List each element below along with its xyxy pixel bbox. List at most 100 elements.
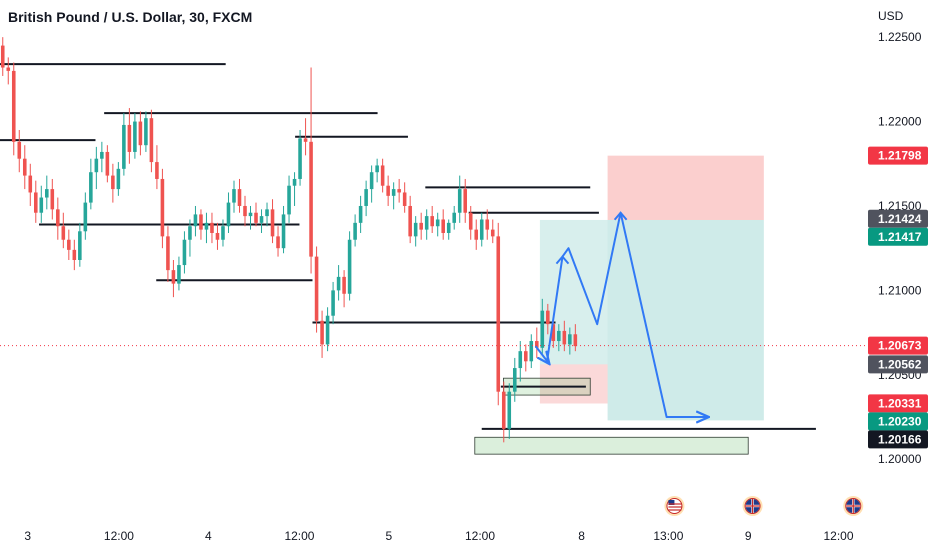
stop-zone[interactable] xyxy=(607,155,764,220)
time-tick-label: 13:00 xyxy=(653,529,683,543)
time-tick-label: 4 xyxy=(205,529,212,543)
candle xyxy=(375,158,379,183)
candle-body xyxy=(441,219,445,233)
candle xyxy=(133,113,137,159)
candle-body xyxy=(78,231,82,260)
events-layer[interactable] xyxy=(664,496,864,516)
candle-body xyxy=(94,158,99,173)
candle-body xyxy=(430,216,434,227)
candle xyxy=(39,185,44,223)
candle xyxy=(325,307,330,352)
candle xyxy=(331,281,335,325)
price-badge-red: 1.21798 xyxy=(868,146,928,165)
candle-body xyxy=(512,368,517,392)
candle-body xyxy=(83,202,88,232)
candle xyxy=(94,146,99,190)
candle-body xyxy=(281,214,286,249)
candle-body xyxy=(259,216,264,223)
candle-body xyxy=(11,70,16,142)
candle xyxy=(144,111,148,152)
candle-body xyxy=(33,192,38,213)
projection-arrow-short[interactable] xyxy=(534,345,549,363)
candle-body xyxy=(375,165,379,173)
price-badge-bg xyxy=(868,227,928,246)
candle-body xyxy=(535,341,539,348)
candle-body xyxy=(380,165,385,186)
candle xyxy=(314,246,319,333)
candle-body xyxy=(171,270,176,284)
candle-body xyxy=(50,189,55,210)
price-badge-bg xyxy=(868,430,928,449)
candle-body xyxy=(457,189,462,213)
candle-body xyxy=(501,391,506,429)
candle-body xyxy=(105,151,110,176)
candle-body xyxy=(452,212,457,223)
stop-small-zone[interactable] xyxy=(539,364,608,404)
candle xyxy=(413,216,418,247)
candle xyxy=(226,192,231,233)
candle-body xyxy=(243,205,247,217)
price-badge-green: 1.21417 xyxy=(868,227,928,246)
time-tick-label: 8 xyxy=(578,529,585,543)
candle-body xyxy=(270,209,275,237)
candle-body xyxy=(155,162,159,179)
candle-body xyxy=(485,219,490,230)
candle xyxy=(336,265,341,301)
time-axis[interactable]: 3 12:00 4 12:00 5 12:00 8 13:00 9 12:00 xyxy=(24,529,853,543)
price-badge-label: 1.21798 xyxy=(878,149,922,163)
projection-layer[interactable] xyxy=(534,211,708,417)
candle-body xyxy=(127,124,132,152)
candle-body xyxy=(507,391,512,429)
flag-canton xyxy=(668,500,675,505)
us-flag-icon[interactable] xyxy=(664,496,685,516)
candle-body xyxy=(199,214,203,230)
candle xyxy=(529,334,534,369)
candle xyxy=(347,231,352,301)
candle xyxy=(562,320,567,352)
candle xyxy=(149,109,154,173)
candle xyxy=(452,205,457,230)
price-badge-grey: 1.21424 xyxy=(868,209,928,228)
candle-body xyxy=(100,151,104,159)
candle-body xyxy=(287,185,291,215)
candle-body xyxy=(523,351,528,362)
candle xyxy=(402,182,407,213)
candle xyxy=(28,163,33,206)
target-zone[interactable] xyxy=(607,219,764,421)
candle xyxy=(557,324,561,352)
price-badge-bg xyxy=(868,412,928,431)
demand-large-zone[interactable] xyxy=(474,436,749,455)
price-tick-label: 1.21000 xyxy=(878,283,922,297)
candle-body xyxy=(144,118,148,146)
candle xyxy=(496,222,501,406)
gb-flag-icon[interactable] xyxy=(742,496,763,516)
candle-body xyxy=(292,178,297,186)
candle-body xyxy=(540,310,545,348)
candle-body xyxy=(446,222,451,233)
candle-body xyxy=(188,226,192,240)
candle-body xyxy=(529,341,534,362)
candle xyxy=(507,383,512,439)
candle xyxy=(320,310,324,358)
candle-body xyxy=(358,205,363,223)
candle-body xyxy=(210,222,214,233)
candle xyxy=(33,180,38,223)
candle-body xyxy=(568,334,572,345)
price-badge-grey: 1.20562 xyxy=(868,355,928,374)
gb-flag-icon[interactable] xyxy=(843,496,864,516)
price-axis[interactable]: 1.225001.220001.215001.210001.205001.200… xyxy=(878,30,922,466)
candle xyxy=(171,260,176,298)
candle xyxy=(0,37,5,76)
candle xyxy=(408,195,412,244)
candle-body xyxy=(386,185,390,196)
candle-body xyxy=(67,239,71,250)
candle-body xyxy=(61,226,66,240)
candle-body xyxy=(177,265,181,284)
candle xyxy=(248,205,253,230)
candle-body xyxy=(353,222,357,240)
zones-layer xyxy=(474,155,764,455)
candle xyxy=(424,209,429,240)
candle xyxy=(485,209,490,240)
candle-body xyxy=(546,310,550,325)
